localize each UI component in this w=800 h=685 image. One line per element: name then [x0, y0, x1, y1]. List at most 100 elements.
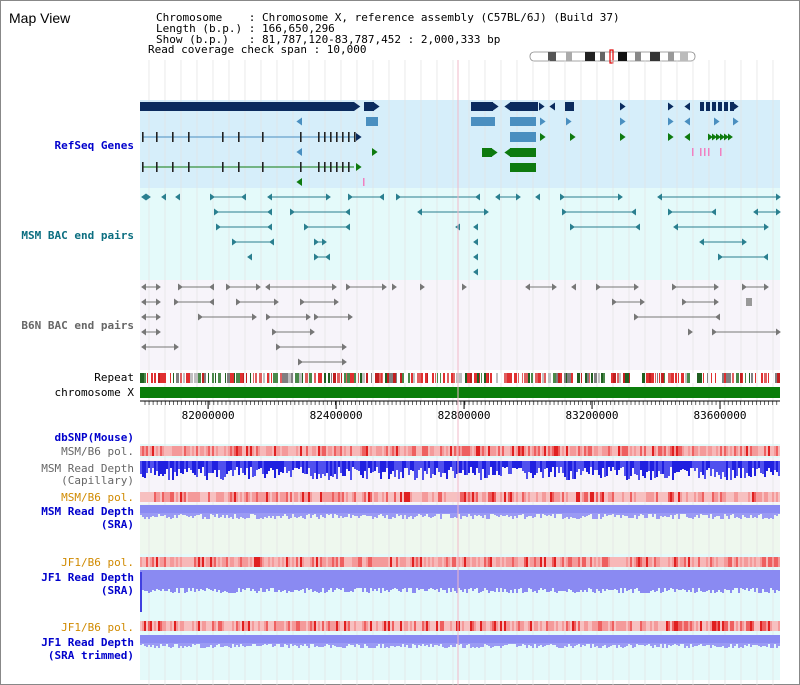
msm-bac-pair-end[interactable]	[325, 253, 330, 261]
msm-bac-pair-end[interactable]	[560, 193, 565, 201]
b6n-bac-pair-end[interactable]	[382, 283, 387, 291]
gene-exon-tick[interactable]	[354, 132, 356, 142]
msm-bac-pair-end[interactable]	[345, 208, 350, 216]
b6n-bac-pair-end[interactable]	[764, 283, 769, 291]
gene-exon-block[interactable]	[510, 163, 536, 172]
msm-bac-end[interactable]	[473, 268, 478, 276]
msm-bac-pair-end[interactable]	[495, 193, 500, 201]
gene-strand-arrow[interactable]	[504, 102, 510, 111]
msm-bac-pair-end[interactable]	[484, 208, 489, 216]
msm-bac-pair-end[interactable]	[345, 223, 350, 231]
gene-exon-tick[interactable]	[238, 162, 240, 172]
gene-strand-arrow[interactable]	[684, 102, 690, 111]
b6n-bac-pair-end[interactable]	[141, 328, 146, 336]
gene-exon-tick[interactable]	[300, 132, 302, 142]
b6n-bac-end[interactable]	[462, 283, 467, 291]
b6n-bac-pair-end[interactable]	[256, 283, 261, 291]
gene-exon-block[interactable]	[730, 102, 734, 111]
gene-strand-arrow[interactable]	[374, 102, 380, 111]
b6n-bac-pair-end[interactable]	[714, 283, 719, 291]
b6n-bac-pair-end[interactable]	[712, 328, 717, 336]
msm-bac-pair-end[interactable]	[232, 238, 237, 246]
b6n-bac-pair-end[interactable]	[306, 313, 311, 321]
gene-exon-tick[interactable]	[342, 162, 344, 172]
b6n-bac-pair-end[interactable]	[156, 283, 161, 291]
chromosome-ideogram[interactable]	[529, 49, 696, 64]
msm-bac-end[interactable]	[247, 253, 252, 261]
gene-exon-tick[interactable]	[318, 162, 320, 172]
gene-exon-tick[interactable]	[188, 162, 190, 172]
msm-bac-pair-end[interactable]	[699, 238, 704, 246]
msm-bac-end[interactable]	[161, 193, 166, 201]
msm-bac-pair-end[interactable]	[314, 238, 319, 246]
gene-strand-arrow[interactable]	[539, 102, 545, 111]
msm-bac-pair-end[interactable]	[241, 193, 246, 201]
b6n-bac-end[interactable]	[746, 298, 752, 306]
b6n-bac-pair-end[interactable]	[274, 298, 279, 306]
msm-bac-pair-end[interactable]	[314, 253, 319, 261]
gene-strand-arrow[interactable]	[570, 133, 576, 141]
b6n-bac-pair-end[interactable]	[342, 358, 347, 366]
gene-strand-arrow[interactable]	[712, 133, 717, 141]
gene-strand-arrow[interactable]	[504, 148, 510, 157]
gene-pink-marker[interactable]	[700, 148, 702, 156]
gene-exon-block[interactable]	[706, 102, 710, 111]
gene-pink-marker[interactable]	[708, 148, 710, 156]
gene-strand-arrow[interactable]	[566, 117, 572, 126]
b6n-bac-pair-end[interactable]	[334, 298, 339, 306]
gene-exon-block[interactable]	[471, 117, 495, 126]
gene-exon-block[interactable]	[510, 148, 536, 157]
msm-bac-pair-end[interactable]	[635, 223, 640, 231]
b6n-bac-pair-end[interactable]	[156, 328, 161, 336]
gene-exon-block[interactable]	[364, 102, 374, 111]
b6n-bac-pair-end[interactable]	[156, 313, 161, 321]
msm-bac-pair-end[interactable]	[668, 208, 673, 216]
msm-bac-pair-end[interactable]	[210, 193, 215, 201]
b6n-bac-pair-end[interactable]	[314, 313, 319, 321]
b6n-bac-pair-end[interactable]	[156, 298, 161, 306]
b6n-bac-pair-end[interactable]	[174, 343, 179, 351]
gene-pink-marker[interactable]	[692, 148, 694, 156]
gene-exon-block[interactable]	[510, 132, 536, 142]
b6n-bac-pair-end[interactable]	[714, 298, 719, 306]
gene-exon-block[interactable]	[724, 102, 728, 111]
gene-pink-marker[interactable]	[720, 148, 722, 156]
b6n-bac-pair-end[interactable]	[141, 343, 146, 351]
gene-strand-arrow[interactable]	[540, 117, 546, 126]
gene-exon-block[interactable]	[510, 117, 536, 126]
gene-pink-marker[interactable]	[704, 148, 706, 156]
b6n-bac-pair-end[interactable]	[742, 283, 747, 291]
msm-bac-pair-end[interactable]	[764, 223, 769, 231]
msm-bac-pair-end[interactable]	[348, 193, 353, 201]
gene-exon-tick[interactable]	[330, 132, 332, 142]
b6n-bac-pair-end[interactable]	[682, 298, 687, 306]
gene-strand-arrow[interactable]	[354, 102, 361, 111]
gene-strand-arrow[interactable]	[620, 133, 626, 141]
b6n-bac-pair-end[interactable]	[141, 313, 146, 321]
b6n-bac-pair-end[interactable]	[672, 283, 677, 291]
b6n-bac-end[interactable]	[392, 283, 397, 291]
msm-bac-pair-end[interactable]	[570, 223, 575, 231]
msm-bac-pair-end[interactable]	[267, 193, 272, 201]
gene-exon-tick[interactable]	[262, 162, 264, 172]
gene-exon-tick[interactable]	[222, 132, 224, 142]
gene-strand-arrow[interactable]	[728, 133, 733, 141]
gene-strand-arrow[interactable]	[684, 133, 690, 141]
b6n-bac-pair-end[interactable]	[276, 343, 281, 351]
gene-exon-tick[interactable]	[156, 132, 158, 142]
b6n-bac-pair-end[interactable]	[236, 298, 241, 306]
msm-bac-end[interactable]	[535, 193, 540, 201]
gene-exon-tick[interactable]	[336, 162, 338, 172]
gene-exon-tick[interactable]	[300, 162, 302, 172]
msm-bac-pair-end[interactable]	[618, 193, 623, 201]
gene-strand-arrow[interactable]	[296, 148, 302, 156]
b6n-bac-pair-end[interactable]	[141, 298, 146, 306]
msm-bac-pair-end[interactable]	[322, 238, 327, 246]
gene-exon-tick[interactable]	[172, 162, 174, 172]
gene-exon-block[interactable]	[565, 102, 574, 111]
msm-bac-pair-end[interactable]	[417, 208, 422, 216]
b6n-bac-pair-end[interactable]	[252, 313, 257, 321]
gene-exon-tick[interactable]	[348, 132, 350, 142]
b6n-bac-pair-end[interactable]	[298, 358, 303, 366]
gene-exon-tick[interactable]	[188, 132, 190, 142]
